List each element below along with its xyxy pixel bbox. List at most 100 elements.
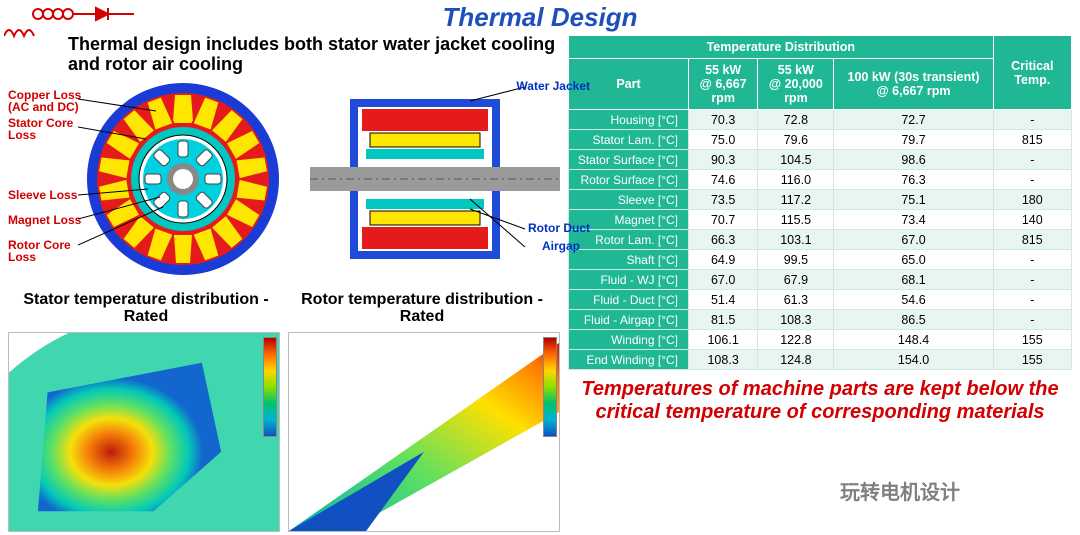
cell-v3: 154.0 bbox=[834, 350, 993, 370]
watermark: 玩转电机设计 bbox=[840, 476, 960, 505]
cell-part: Stator Lam. [°C] bbox=[569, 130, 689, 150]
cell-v3: 65.0 bbox=[834, 250, 993, 270]
cell-v2: 79.6 bbox=[758, 130, 834, 150]
inductor-diode-icon bbox=[4, 6, 144, 46]
cell-crit: - bbox=[993, 110, 1071, 130]
cell-crit: 815 bbox=[993, 230, 1071, 250]
cell-v2: 124.8 bbox=[758, 350, 834, 370]
cell-part: Winding [°C] bbox=[569, 330, 689, 350]
cell-part: Housing [°C] bbox=[569, 110, 689, 130]
motor-cross-section-diagram bbox=[78, 79, 310, 289]
label-copper-loss: Copper Loss(AC and DC) bbox=[8, 89, 81, 114]
cell-crit: - bbox=[993, 310, 1071, 330]
cell-part: Rotor Surface [°C] bbox=[569, 170, 689, 190]
label-airgap: Airgap bbox=[542, 239, 580, 253]
cell-part: Stator Surface [°C] bbox=[569, 150, 689, 170]
cell-crit: 155 bbox=[993, 330, 1071, 350]
table-row: Sleeve [°C]73.5117.275.1180 bbox=[569, 190, 1072, 210]
cell-v2: 108.3 bbox=[758, 310, 834, 330]
cell-v2: 104.5 bbox=[758, 150, 834, 170]
caption-stator: Stator temperature distribution - Rated bbox=[8, 291, 284, 326]
label-stator-core-loss: Stator CoreLoss bbox=[8, 117, 73, 142]
cell-v1: 108.3 bbox=[689, 350, 758, 370]
table-row: End Winding [°C]108.3124.8154.0155 bbox=[569, 350, 1072, 370]
table-row: Stator Lam. [°C]75.079.679.7815 bbox=[569, 130, 1072, 150]
label-sleeve-loss: Sleeve Loss bbox=[8, 189, 77, 202]
cell-v2: 116.0 bbox=[758, 170, 834, 190]
rotor-fea-plot bbox=[288, 332, 560, 532]
page-title: Thermal Design bbox=[0, 0, 1080, 33]
cell-v3: 72.7 bbox=[834, 110, 993, 130]
cell-v3: 75.1 bbox=[834, 190, 993, 210]
cell-v1: 81.5 bbox=[689, 310, 758, 330]
cell-part: Shaft [°C] bbox=[569, 250, 689, 270]
cell-v3: 68.1 bbox=[834, 270, 993, 290]
cell-part: Fluid - Duct [°C] bbox=[569, 290, 689, 310]
cell-part: Sleeve [°C] bbox=[569, 190, 689, 210]
left-column: Thermal design includes both stator wate… bbox=[8, 35, 568, 532]
table-row: Fluid - WJ [°C]67.067.968.1- bbox=[569, 270, 1072, 290]
cell-part: End Winding [°C] bbox=[569, 350, 689, 370]
table-header-col3: 100 kW (30s transient) @ 6,667 rpm bbox=[834, 59, 993, 110]
cell-v3: 79.7 bbox=[834, 130, 993, 150]
table-row: Rotor Lam. [°C]66.3103.167.0815 bbox=[569, 230, 1072, 250]
label-rotor-duct: Rotor Duct bbox=[528, 221, 590, 235]
cell-v2: 103.1 bbox=[758, 230, 834, 250]
temperature-table: Temperature Distribution Critical Temp. … bbox=[568, 35, 1072, 370]
cell-v1: 67.0 bbox=[689, 270, 758, 290]
cell-v3: 73.4 bbox=[834, 210, 993, 230]
cell-crit: 815 bbox=[993, 130, 1071, 150]
cell-v1: 64.9 bbox=[689, 250, 758, 270]
cell-crit: - bbox=[993, 170, 1071, 190]
cell-v1: 66.3 bbox=[689, 230, 758, 250]
right-column: Temperature Distribution Critical Temp. … bbox=[568, 35, 1072, 532]
table-row: Winding [°C]106.1122.8148.4155 bbox=[569, 330, 1072, 350]
cell-crit: - bbox=[993, 290, 1071, 310]
table-row: Magnet [°C]70.7115.573.4140 bbox=[569, 210, 1072, 230]
cell-crit: 140 bbox=[993, 210, 1071, 230]
cell-v3: 86.5 bbox=[834, 310, 993, 330]
conclusion-text: Temperatures of machine parts are kept b… bbox=[568, 378, 1072, 424]
cell-v2: 115.5 bbox=[758, 210, 834, 230]
cell-v1: 74.6 bbox=[689, 170, 758, 190]
table-row: Shaft [°C]64.999.565.0- bbox=[569, 250, 1072, 270]
cell-part: Fluid - WJ [°C] bbox=[569, 270, 689, 290]
cell-v2: 117.2 bbox=[758, 190, 834, 210]
cell-v3: 76.3 bbox=[834, 170, 993, 190]
table-header-col1: 55 kW@ 6,667 rpm bbox=[689, 59, 758, 110]
label-magnet-loss: Magnet Loss bbox=[8, 214, 81, 227]
cell-v1: 70.3 bbox=[689, 110, 758, 130]
table-header-critical: Critical Temp. bbox=[993, 36, 1071, 110]
cell-v2: 72.8 bbox=[758, 110, 834, 130]
cell-v3: 54.6 bbox=[834, 290, 993, 310]
cell-crit: - bbox=[993, 150, 1071, 170]
stator-fea-plot bbox=[8, 332, 280, 532]
cell-part: Fluid - Airgap [°C] bbox=[569, 310, 689, 330]
cell-v1: 70.7 bbox=[689, 210, 758, 230]
table-row: Rotor Surface [°C]74.6116.076.3- bbox=[569, 170, 1072, 190]
cell-v3: 98.6 bbox=[834, 150, 993, 170]
cell-v3: 148.4 bbox=[834, 330, 993, 350]
cell-v1: 73.5 bbox=[689, 190, 758, 210]
cell-v2: 61.3 bbox=[758, 290, 834, 310]
color-legend bbox=[543, 337, 557, 437]
table-row: Housing [°C]70.372.872.7- bbox=[569, 110, 1072, 130]
color-legend bbox=[263, 337, 277, 437]
table-header-col2: 55 kW@ 20,000 rpm bbox=[758, 59, 834, 110]
cell-v1: 51.4 bbox=[689, 290, 758, 310]
caption-rotor: Rotor temperature distribution - Rated bbox=[284, 291, 560, 326]
table-row: Fluid - Duct [°C]51.461.354.6- bbox=[569, 290, 1072, 310]
cell-v1: 106.1 bbox=[689, 330, 758, 350]
cell-v1: 75.0 bbox=[689, 130, 758, 150]
label-rotor-core-loss: Rotor CoreLoss bbox=[8, 239, 71, 264]
cell-crit: - bbox=[993, 270, 1071, 290]
table-row: Fluid - Airgap [°C]81.5108.386.5- bbox=[569, 310, 1072, 330]
cell-v1: 90.3 bbox=[689, 150, 758, 170]
table-header-top: Temperature Distribution bbox=[569, 36, 994, 59]
cell-v2: 67.9 bbox=[758, 270, 834, 290]
cell-v3: 67.0 bbox=[834, 230, 993, 250]
cell-crit: - bbox=[993, 250, 1071, 270]
cell-crit: 180 bbox=[993, 190, 1071, 210]
cell-v2: 122.8 bbox=[758, 330, 834, 350]
cell-crit: 155 bbox=[993, 350, 1071, 370]
